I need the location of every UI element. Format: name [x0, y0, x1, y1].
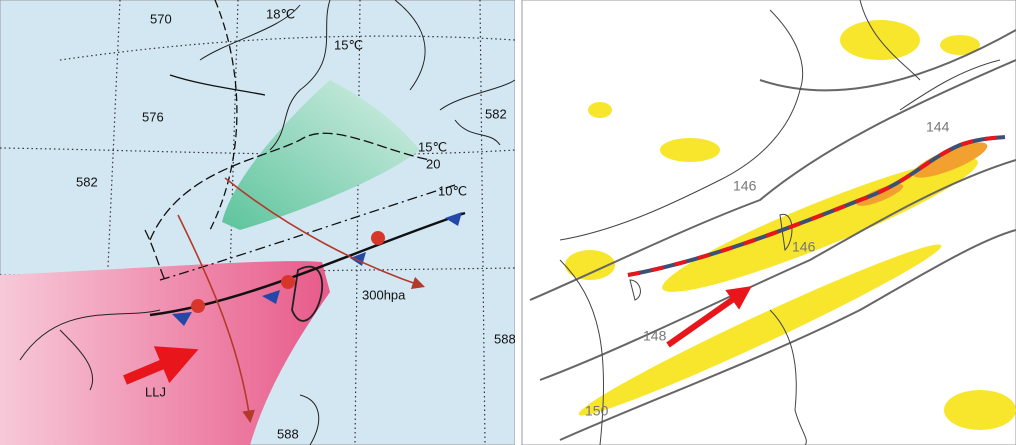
coastlines: [19, 0, 516, 445]
contour-label: 570: [150, 11, 172, 26]
contour-label: 146: [733, 178, 757, 194]
coastlines: [559, 0, 1001, 445]
contour-label: 150: [585, 403, 609, 419]
right-map: 144 146 146 148 150: [521, 0, 1016, 445]
temp-label: 18℃: [266, 6, 295, 21]
contour-label: 576: [142, 109, 164, 124]
temp-label: 20: [426, 156, 440, 171]
cold-air-area: [222, 80, 420, 230]
contour-label: 588: [277, 426, 299, 441]
heavy-precip: [856, 142, 988, 206]
right-labels: 144 146 146 148 150: [585, 119, 950, 419]
contour-label: 582: [76, 174, 98, 189]
contour-label: 588: [494, 331, 516, 346]
left-labels: 570 18℃ 15℃ 576 582 582 15℃ 20 10℃ 300hp…: [76, 6, 516, 441]
contours: [144, 0, 456, 281]
left-map: 570 18℃ 15℃ 576 582 582 15℃ 20 10℃ 300hp…: [0, 0, 516, 445]
temp-label: 10℃: [438, 183, 467, 198]
contour-label: 582: [485, 106, 507, 121]
stationary-front: [149, 211, 466, 317]
front-semicircles: [191, 231, 385, 313]
contours: [529, 29, 1016, 441]
contour-label: 148: [643, 328, 667, 344]
upper-flow-arrows: [177, 177, 426, 424]
level-label: 300hpa: [362, 287, 406, 302]
llj-arrow: [666, 286, 752, 348]
divider: [515, 0, 522, 445]
contour-label: 144: [926, 119, 950, 135]
front-line-dash: [627, 135, 1006, 277]
llj-arrow: [123, 346, 199, 385]
contour-label: 146: [792, 239, 816, 255]
map-background: [521, 0, 1016, 445]
temp-label: 15℃: [334, 37, 363, 52]
llj-label: LLJ: [145, 384, 166, 399]
temp-label: 15℃: [418, 139, 447, 154]
